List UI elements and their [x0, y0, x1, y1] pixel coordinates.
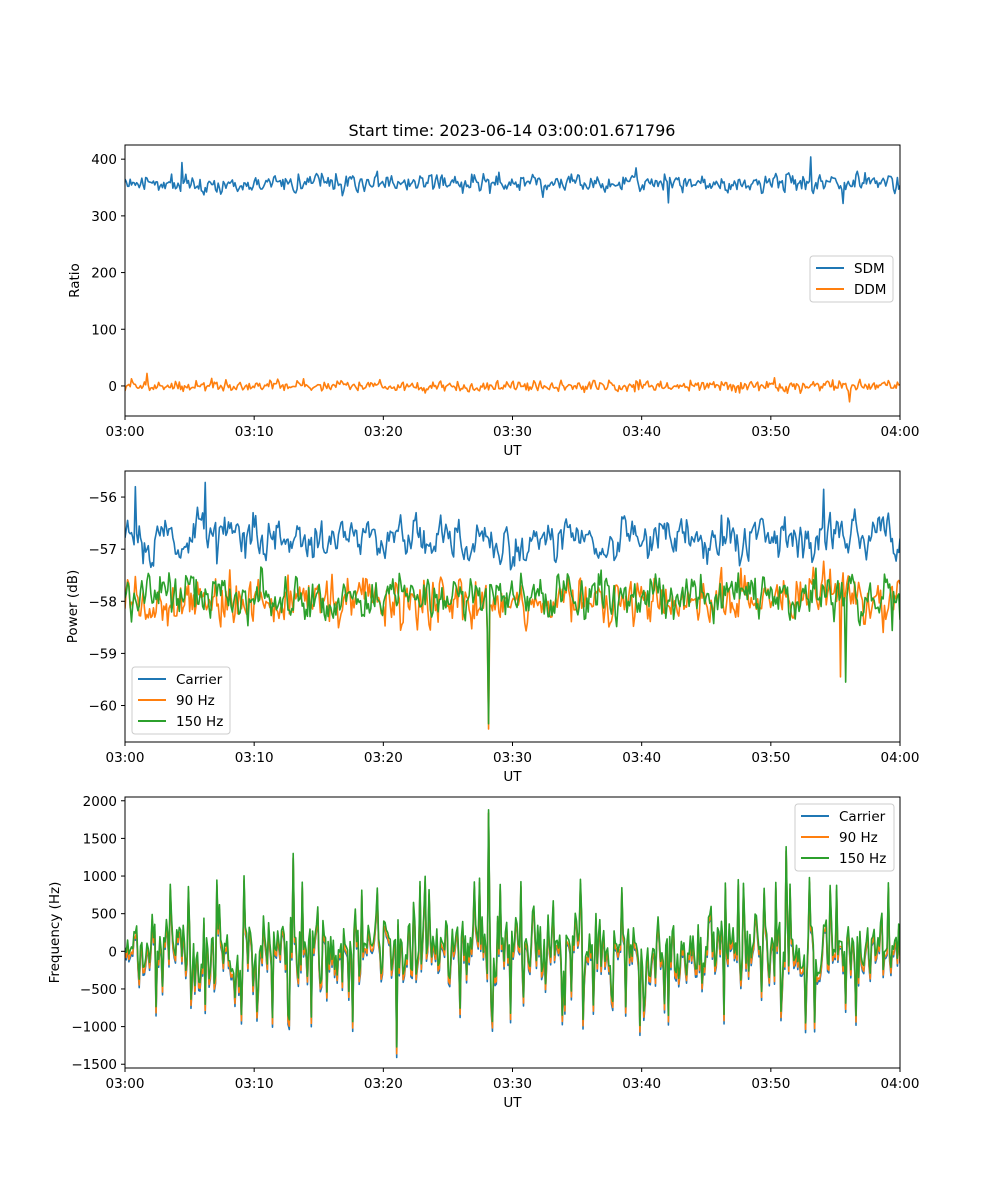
y-axis-label: Frequency (Hz) — [47, 882, 63, 984]
legend-entry: 90 Hz — [176, 693, 215, 709]
y-tick-label: 1000 — [83, 869, 117, 885]
x-tick-label: 03:30 — [493, 424, 532, 440]
x-axis-label: UT — [503, 1095, 522, 1111]
x-tick-label: 03:00 — [106, 750, 145, 766]
y-tick-label: 0 — [108, 379, 117, 395]
x-tick-label: 03:40 — [622, 424, 661, 440]
legend-entry: DDM — [854, 282, 886, 298]
x-tick-label: 04:00 — [881, 1076, 920, 1092]
legend-entry: 150 Hz — [176, 714, 223, 730]
x-axis-label: UT — [503, 443, 522, 459]
x-tick-label: 04:00 — [881, 750, 920, 766]
y-tick-label: 400 — [91, 152, 117, 168]
y-tick-label: 100 — [91, 322, 117, 338]
y-tick-label: 1500 — [83, 831, 117, 847]
x-axis-label: UT — [503, 769, 522, 785]
y-axis-label: Power (dB) — [65, 570, 81, 643]
legend-entry: SDM — [854, 261, 885, 277]
panel-3: 03:00 03:10 03:20 03:30 03:40 03:50 04:00 2000 1… — [47, 794, 919, 1111]
x-tick-label: 03:00 — [106, 424, 145, 440]
legend-entry: Carrier — [176, 672, 223, 688]
series-group — [125, 481, 900, 730]
legend-entry: 150 Hz — [839, 851, 886, 867]
x-tick-label: 03:50 — [751, 750, 790, 766]
legend: Carrier 90 Hz 150 Hz — [794, 803, 895, 872]
legend-box — [131, 666, 231, 735]
series-line-ddm — [125, 372, 900, 403]
y-tick-label: −1000 — [71, 1020, 117, 1036]
x-tick-label: 03:50 — [751, 424, 790, 440]
x-tick-label: 03:20 — [364, 1076, 403, 1092]
legend-entry: 90 Hz — [839, 830, 878, 846]
y-tick-label: 2000 — [83, 794, 117, 810]
x-tick-label: 03:10 — [235, 424, 274, 440]
x-tick-label: 04:00 — [881, 424, 920, 440]
series-line-carrier — [125, 481, 900, 571]
y-tick-label: −58 — [89, 594, 118, 610]
panels: 03:00 03:10 03:20 03:30 03:40 03:50 04:00 0 100 2… — [47, 144, 920, 1111]
legend-entry: Carrier — [839, 809, 886, 825]
panel-2: 03:00 03:10 03:20 03:30 03:40 03:50 04:00 −56 −5… — [65, 470, 920, 785]
x-tick-label: 03:10 — [235, 1076, 274, 1092]
x-tick-label: 03:50 — [751, 1076, 790, 1092]
y-axis-label: Ratio — [67, 263, 83, 298]
y-tick-label: 200 — [91, 266, 117, 282]
series-line-sdm — [125, 156, 900, 205]
x-tick-label: 03:20 — [364, 750, 403, 766]
series-line-150-hz — [125, 566, 900, 725]
series-group — [125, 156, 900, 403]
y-tick-label: 300 — [91, 209, 117, 225]
x-tick-label: 03:20 — [364, 424, 403, 440]
x-tick-label: 03:30 — [493, 1076, 532, 1092]
y-tick-label: −60 — [89, 699, 118, 715]
x-tick-label: 03:10 — [235, 750, 274, 766]
series-line-150-hz — [125, 809, 900, 1048]
legend-box — [794, 803, 895, 872]
y-tick-label: −500 — [80, 982, 117, 998]
legend: Carrier 90 Hz 150 Hz — [131, 666, 231, 735]
y-tick-label: −56 — [89, 490, 118, 506]
x-tick-label: 03:00 — [106, 1076, 145, 1092]
x-tick-label: 03:30 — [493, 750, 532, 766]
figure-title: Start time: 2023-06-14 03:00:01.671796 — [349, 121, 676, 140]
y-tick-label: −59 — [89, 646, 118, 662]
x-tick-label: 03:40 — [622, 1076, 661, 1092]
series-group — [125, 809, 900, 1059]
legend: SDM DDM — [809, 255, 894, 303]
y-tick-label: 500 — [91, 907, 117, 923]
y-tick-label: −1500 — [71, 1057, 117, 1073]
panel-1: 03:00 03:10 03:20 03:30 03:40 03:50 04:00 0 100 2… — [67, 144, 920, 459]
y-tick-label: −57 — [89, 542, 118, 558]
x-tick-label: 03:40 — [622, 750, 661, 766]
y-tick-label: 0 — [108, 944, 117, 960]
